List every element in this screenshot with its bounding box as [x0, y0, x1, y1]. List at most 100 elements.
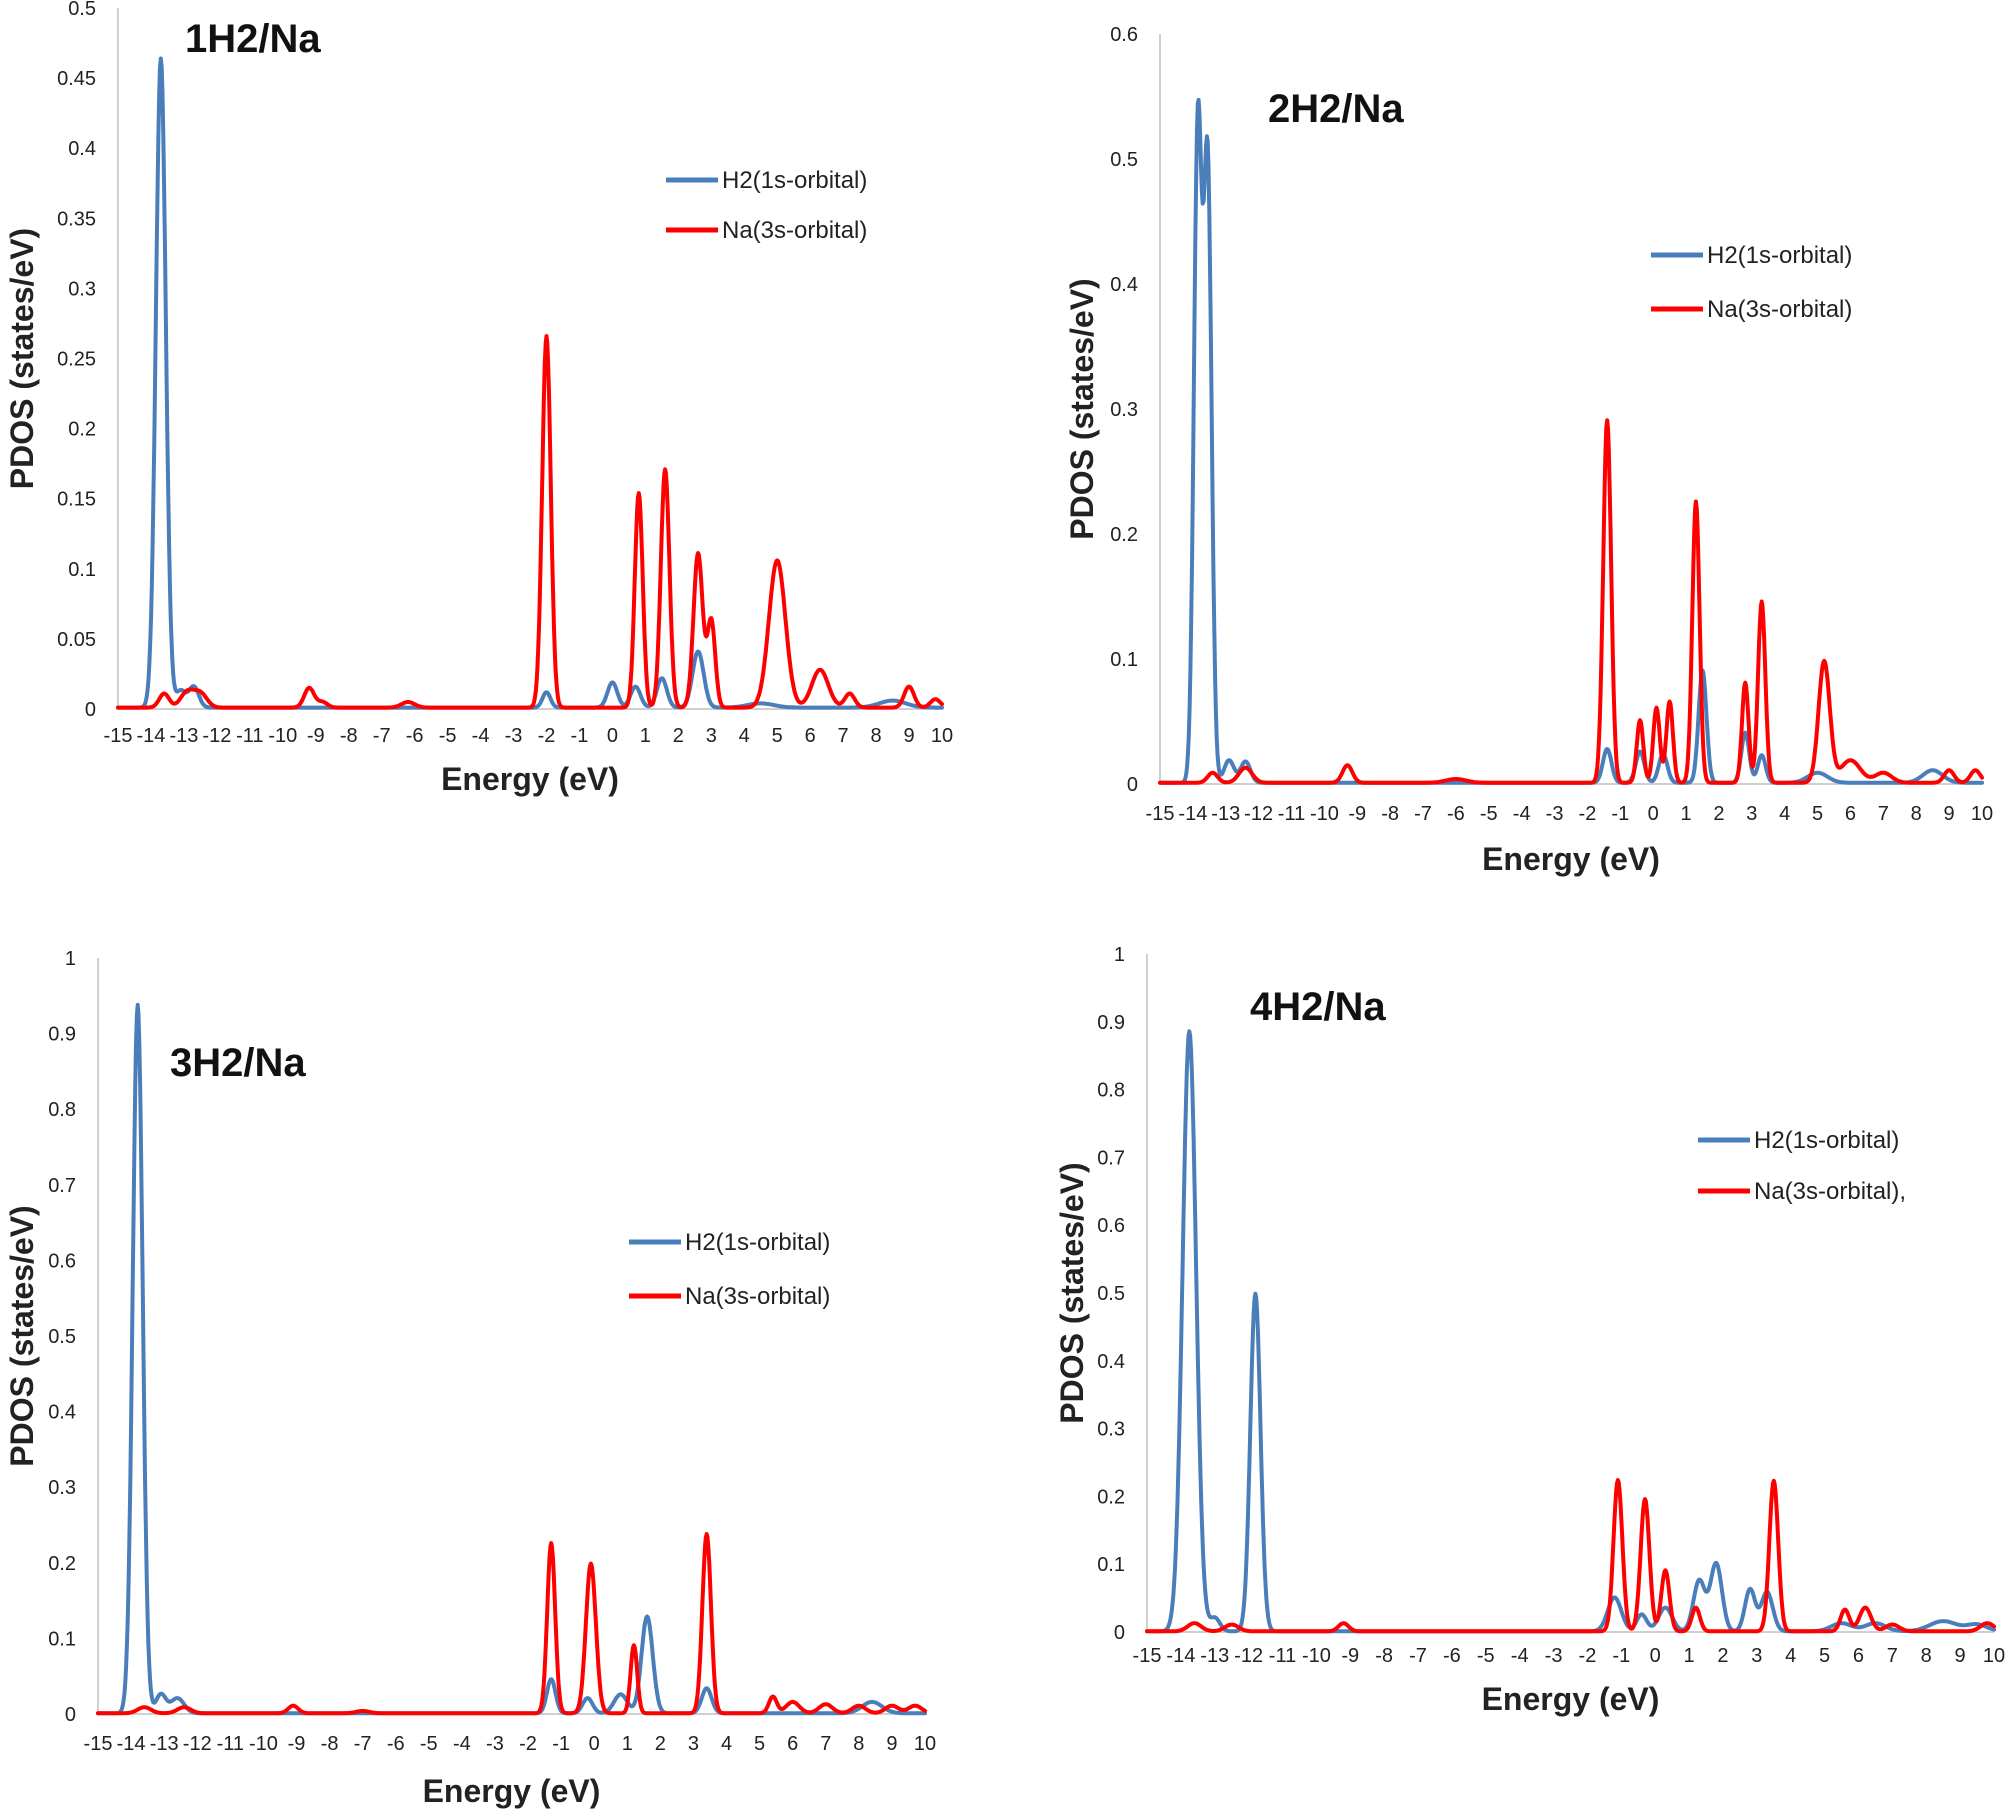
- x-tick-label: -4: [1511, 1645, 1529, 1667]
- x-tick-label: 5: [754, 1733, 765, 1755]
- x-tick-label: -10: [1310, 803, 1339, 825]
- x-tick-label: 2: [655, 1733, 666, 1755]
- y-tick-label: 0.3: [68, 278, 96, 300]
- x-tick-label: -12: [1234, 1645, 1263, 1667]
- x-tick-label: -15: [104, 725, 133, 747]
- x-tick-label: 0: [589, 1733, 600, 1755]
- x-tick-label: -4: [1513, 803, 1531, 825]
- y-tick-label: 0.3: [1110, 399, 1138, 421]
- y-tick-label: 0: [85, 699, 96, 721]
- y-tick-label: 0.35: [57, 208, 96, 230]
- x-tick-label: -11: [1278, 803, 1305, 825]
- x-tick-label: -7: [373, 725, 391, 747]
- h2-series-line: [96, 1002, 927, 1716]
- y-tick-label: 0.2: [48, 1553, 76, 1575]
- y-tick-label: 0.2: [1110, 524, 1138, 546]
- x-tick-label: 9: [903, 725, 914, 747]
- x-tick-label: -13: [1200, 1645, 1229, 1667]
- y-axis-title: PDOS (states/eV): [4, 1205, 40, 1466]
- h2-series-line: [1145, 1029, 1996, 1634]
- y-tick-label: 0.1: [68, 559, 96, 581]
- x-tick-label: 3: [688, 1733, 699, 1755]
- panel-3h2-na: 00.10.20.30.40.50.60.70.80.91-15 -14 -13 -1…: [4, 948, 936, 1809]
- x-tick-label: 6: [805, 725, 816, 747]
- x-tick-label: -5: [439, 725, 457, 747]
- x-tick-label: -8: [340, 725, 358, 747]
- y-tick-label: 0.2: [68, 419, 96, 441]
- x-axis-title: Energy (eV): [423, 1773, 601, 1809]
- x-tick-label: 2: [1717, 1645, 1728, 1667]
- legend-label-na: Na(3s-orbital),: [1754, 1178, 1906, 1205]
- x-axis-title: Energy (eV): [1482, 841, 1660, 877]
- x-tick-label: -15: [1133, 1645, 1162, 1667]
- x-tick-label: 7: [1878, 803, 1889, 825]
- x-tick-label: -13: [169, 725, 198, 747]
- x-tick-label: 1: [1681, 803, 1692, 825]
- h2-series-line: [1158, 97, 1984, 785]
- x-tick-label: 3: [1746, 803, 1757, 825]
- y-tick-label: 0.4: [1110, 274, 1138, 296]
- x-tick-label: -6: [1447, 803, 1465, 825]
- x-tick-label: -10: [249, 1733, 278, 1755]
- x-tick-label: -6: [387, 1733, 405, 1755]
- y-tick-label: 0.8: [1097, 1080, 1125, 1102]
- x-tick-label: 8: [1921, 1645, 1932, 1667]
- y-tick-label: 0.15: [57, 489, 96, 511]
- x-tick-label: -2: [538, 725, 556, 747]
- y-tick-label: 0.3: [48, 1477, 76, 1499]
- y-tick-label: 0.4: [1097, 1351, 1125, 1373]
- x-tick-label: -10: [268, 725, 297, 747]
- x-tick-label: -9: [288, 1733, 306, 1755]
- y-tick-label: 0.2: [1097, 1486, 1125, 1508]
- x-tick-label: 6: [787, 1733, 798, 1755]
- y-axis-title: PDOS (states/eV): [4, 228, 40, 489]
- x-tick-label: -14: [117, 1733, 146, 1755]
- x-tick-label: 1: [622, 1733, 633, 1755]
- legend-label-na: Na(3s-orbital): [1707, 296, 1852, 323]
- x-tick-label: 9: [1955, 1645, 1966, 1667]
- x-tick-label: -4: [472, 725, 490, 747]
- x-tick-label: -14: [1178, 803, 1207, 825]
- x-tick-label: 4: [721, 1733, 732, 1755]
- x-tick-label: 2: [673, 725, 684, 747]
- y-tick-label: 0: [65, 1704, 76, 1726]
- x-tick-label: -7: [1409, 1645, 1427, 1667]
- x-tick-label: 1: [1684, 1645, 1695, 1667]
- x-tick-label: -9: [307, 725, 325, 747]
- legend-label-h2: H2(1s-orbital): [722, 167, 867, 194]
- y-tick-label: 0.5: [1097, 1283, 1125, 1305]
- x-tick-label: -13: [150, 1733, 179, 1755]
- x-tick-label: 1: [640, 725, 651, 747]
- x-tick-label: -4: [453, 1733, 471, 1755]
- x-tick-label: -1: [1612, 1645, 1630, 1667]
- na-series-line: [1158, 418, 1984, 785]
- x-tick-label: -3: [1546, 803, 1564, 825]
- x-tick-label: 0: [607, 725, 618, 747]
- x-tick-label: 6: [1845, 803, 1856, 825]
- x-tick-label: 8: [853, 1733, 864, 1755]
- panel-2h2-na: 00.10.20.30.40.50.6-15 -14 -13 -12 -11 -10 -9-…: [1064, 24, 1993, 877]
- x-axis-title: Energy (eV): [1482, 1681, 1660, 1717]
- x-tick-label: -2: [519, 1733, 537, 1755]
- panel-title: 3H2/Na: [170, 1041, 306, 1085]
- x-tick-label: -9: [1341, 1645, 1359, 1667]
- y-tick-label: 0.3: [1097, 1419, 1125, 1441]
- x-tick-label: 0: [1650, 1645, 1661, 1667]
- x-tick-label: -8: [1375, 1645, 1393, 1667]
- y-tick-label: 0.9: [1097, 1012, 1125, 1034]
- y-tick-label: 0.7: [48, 1175, 76, 1197]
- x-tick-label: -8: [1381, 803, 1399, 825]
- x-tick-label: 8: [1911, 803, 1922, 825]
- y-tick-label: 0.5: [68, 0, 96, 20]
- y-tick-label: 0.4: [48, 1402, 76, 1424]
- y-tick-label: 0.1: [1110, 649, 1138, 671]
- x-tick-label: 4: [1785, 1645, 1796, 1667]
- y-tick-label: 0.5: [1110, 149, 1138, 171]
- x-tick-label: -12: [1244, 803, 1273, 825]
- na-series-line: [116, 334, 944, 710]
- legend-label-h2: H2(1s-orbital): [685, 1229, 830, 1256]
- x-tick-label: -14: [137, 725, 166, 747]
- x-tick-label: 4: [739, 725, 750, 747]
- h2-series-line: [116, 56, 944, 710]
